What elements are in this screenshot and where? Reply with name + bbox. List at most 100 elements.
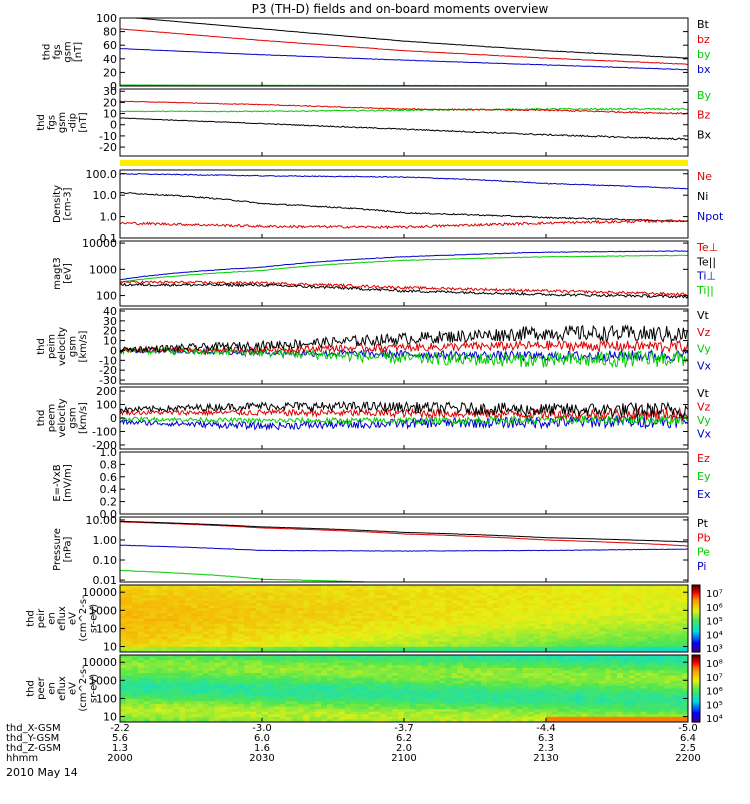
y-tick-label: 10000	[82, 237, 117, 250]
y-axis-label-line: thd	[26, 610, 37, 627]
legend-label: Npot	[697, 210, 724, 223]
y-tick-label: 0.8	[100, 458, 118, 471]
legend-label: Ne	[697, 170, 712, 183]
colorbar-tick-label: 10³	[706, 644, 723, 655]
y-axis-label: Density[cm-3]	[52, 185, 74, 223]
legend-label: Ey	[697, 470, 711, 483]
y-tick-label: 0.4	[100, 483, 118, 496]
y-axis-label: thdfgsgsm[nT]	[41, 41, 84, 62]
legend-label: Vz	[697, 401, 711, 414]
legend-label: Ni	[697, 190, 708, 203]
y-tick-label: 20	[103, 66, 117, 79]
y-tick-label: 0.2	[100, 496, 118, 509]
y-tick-label: 80	[103, 26, 117, 39]
y-axis-label-line: -dip	[68, 113, 79, 132]
colorbar-tick-label: 10⁵	[706, 617, 723, 628]
y-axis-label-line: velocity	[57, 398, 68, 437]
y-axis-label-line: sr-eV)	[89, 604, 100, 633]
y-axis-label-line: thd	[41, 44, 52, 61]
y-tick-label: 0.10	[93, 554, 118, 567]
legend-label: Vx	[697, 359, 712, 372]
y-axis-label-line: Pressure	[52, 528, 63, 571]
y-axis-label: E=-VxB[mV/m]	[52, 464, 74, 502]
y-axis-label-line: gsm	[68, 407, 79, 428]
legend-label: Ti⊥	[696, 270, 716, 283]
legend-label: Pe	[697, 546, 710, 559]
legend-label: Ti||	[696, 284, 714, 297]
legend-label: Pb	[697, 531, 711, 544]
y-axis-label-line: gsm	[62, 41, 73, 62]
y-tick-label: 40	[103, 53, 117, 66]
y-axis-label-line: peir	[36, 608, 47, 628]
y-tick-label: 60	[103, 39, 117, 52]
y-axis-label-line: eflux	[57, 606, 68, 631]
y-axis-label-line: fgs	[47, 115, 58, 130]
panel-ion_spectrogram: 10000100010010thdpeirenefluxeV(cm^2-s-sr…	[26, 585, 723, 655]
y-tick-label: -20	[99, 141, 117, 154]
y-axis-label-line: fgs	[52, 44, 63, 59]
legend-label: Vx	[697, 428, 712, 441]
y-axis-label-line: [km/s]	[78, 330, 89, 362]
colorbar: 10⁷ 10⁶ 10⁵ 10⁴ 10³	[692, 585, 723, 655]
legend-label: Pt	[697, 517, 709, 530]
legend-label: Vt	[697, 309, 710, 322]
colorbar-tick-label: 10⁷	[706, 589, 723, 600]
y-tick-label: 100.0	[86, 168, 118, 181]
legend-label: Ex	[697, 488, 711, 501]
y-axis-label-line: [nT]	[73, 42, 84, 62]
y-tick-label: 100	[96, 12, 117, 25]
colorbar-tick-label: 10⁶	[706, 603, 723, 614]
plot-title: P3 (TH-D) fields and on-board moments ov…	[252, 2, 549, 16]
y-axis-label-line: E=-VxB	[52, 464, 63, 501]
y-axis-label-line: [eV]	[62, 263, 73, 284]
y-tick-label: -100	[92, 425, 117, 438]
legend-label: Vy	[697, 343, 711, 356]
y-axis-label-line: thd	[36, 338, 47, 355]
legend-label: Bx	[697, 128, 712, 141]
y-axis-label-line: [cm-3]	[62, 187, 73, 220]
y-tick-label: 10.0	[93, 189, 118, 202]
legend-label: Vt	[697, 387, 710, 400]
y-axis-label-line: eV	[68, 612, 79, 625]
legend-label: Te⊥	[696, 241, 718, 254]
y-axis-label-line: Density	[52, 185, 63, 223]
y-axis-label-line: [nPa]	[62, 536, 73, 562]
heatmap-cells	[120, 655, 689, 723]
y-tick-label: 1000	[89, 263, 117, 276]
legend-label: Ez	[697, 452, 710, 465]
y-axis-label-line: thd	[36, 410, 47, 427]
y-tick-label: 0.01	[93, 574, 118, 587]
y-axis-label-line: gsm	[57, 112, 68, 133]
legend-label: Te||	[696, 255, 716, 268]
legend-label: Bt	[697, 18, 710, 31]
legend-label: bx	[697, 63, 711, 76]
y-tick-label: 0.6	[100, 471, 118, 484]
y-axis-label-line: peim	[47, 334, 58, 359]
y-axis-label: thdfgsgsm-dip[nT]	[36, 112, 89, 133]
y-axis-label-line: [nT]	[78, 112, 89, 132]
legend-label: By	[697, 89, 712, 102]
legend-label: by	[697, 48, 711, 61]
legend-label: bz	[697, 33, 710, 46]
legend-label: Vz	[697, 326, 711, 339]
y-tick-label: 1.0	[100, 446, 118, 459]
y-axis-label-line: [mV/m]	[62, 464, 73, 502]
y-tick-label: 0	[110, 412, 117, 425]
y-tick-label: 10	[103, 641, 117, 654]
panel-electron_spectrogram: 10000100010010thdpeerenefluxeV(cm^2-s-sr…	[26, 655, 723, 725]
legend-label: Bz	[697, 109, 711, 122]
colorbar-tick-label: 10⁴	[706, 630, 723, 641]
legend-label: Pi	[697, 560, 706, 573]
y-axis-label-line: (cm^2-s-	[78, 595, 89, 642]
y-axis-label-line: velocity	[57, 327, 68, 366]
y-axis-label-line: magt3	[52, 257, 63, 290]
y-axis-label-line: peem	[47, 404, 58, 432]
legend-label: Vy	[697, 414, 711, 427]
y-tick-label: 10.00	[86, 514, 118, 527]
y-axis-label-line: thd	[36, 114, 47, 131]
y-tick-label: 1.00	[93, 534, 118, 547]
y-axis-label-line: gsm	[68, 336, 79, 357]
heatmap-cells	[120, 585, 689, 653]
